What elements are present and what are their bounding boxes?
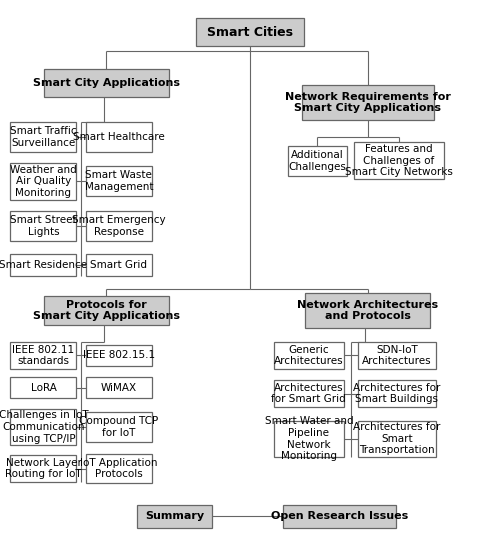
Bar	[274, 342, 343, 369]
Bar	[44, 69, 168, 97]
Text: Smart Cities: Smart Cities	[206, 26, 292, 39]
Text: Architectures
for Smart Grid: Architectures for Smart Grid	[271, 383, 346, 404]
Text: Smart City Applications: Smart City Applications	[33, 78, 180, 88]
Text: Network Requirements for
Smart City Applications: Network Requirements for Smart City Appl…	[284, 92, 450, 113]
Text: Summary: Summary	[144, 512, 204, 521]
Bar	[282, 504, 395, 529]
Text: Additional
Challenges: Additional Challenges	[288, 150, 346, 172]
Bar	[305, 293, 429, 328]
Bar	[11, 455, 76, 482]
Bar	[11, 122, 76, 152]
Bar	[11, 409, 76, 446]
Text: Smart Waste
Management: Smart Waste Management	[84, 170, 153, 192]
Bar	[358, 342, 435, 369]
Bar	[86, 167, 152, 196]
Text: Smart Street
Lights: Smart Street Lights	[10, 215, 77, 236]
Text: Smart Healthcare: Smart Healthcare	[73, 132, 165, 142]
Text: Compound TCP
for IoT: Compound TCP for IoT	[79, 416, 158, 438]
Text: LoRA: LoRA	[30, 383, 56, 393]
Bar	[353, 142, 443, 179]
Bar	[86, 122, 152, 152]
Bar	[11, 211, 76, 241]
Bar	[86, 377, 152, 398]
Bar	[86, 412, 152, 442]
Text: Network Layer
Routing for IoT: Network Layer Routing for IoT	[5, 458, 82, 479]
Bar	[195, 19, 303, 46]
Text: Architectures for
Smart
Transportation: Architectures for Smart Transportation	[353, 422, 440, 455]
Bar	[11, 163, 76, 200]
Bar	[86, 344, 152, 366]
Bar	[274, 421, 343, 457]
Bar	[11, 342, 76, 369]
Bar	[358, 380, 435, 407]
Text: IEEE 802.15.1: IEEE 802.15.1	[83, 350, 155, 360]
Text: Challenges in IoT
Communication
using TCP/IP: Challenges in IoT Communication using TC…	[0, 410, 88, 444]
Text: IoT Application
Protocols: IoT Application Protocols	[80, 458, 157, 479]
Bar	[301, 85, 433, 120]
Text: Smart Traffic
Surveillance: Smart Traffic Surveillance	[10, 126, 77, 148]
Bar	[86, 254, 152, 276]
Bar	[287, 146, 346, 175]
Bar	[44, 296, 168, 326]
Text: Smart Water and
Pipeline
Network
Monitoring: Smart Water and Pipeline Network Monitor…	[264, 416, 352, 461]
Text: Protocols for
Smart City Applications: Protocols for Smart City Applications	[33, 300, 180, 321]
Text: WiMAX: WiMAX	[101, 383, 137, 393]
Text: Network Architectures
and Protocols: Network Architectures and Protocols	[297, 300, 437, 321]
Bar	[136, 504, 212, 529]
Bar	[358, 421, 435, 457]
Bar	[86, 454, 152, 483]
Text: Smart Residence: Smart Residence	[0, 260, 87, 270]
Text: Architectures for
Smart Buildings: Architectures for Smart Buildings	[353, 383, 440, 404]
Bar	[86, 211, 152, 241]
Text: Features and
Challenges of
Smart City Networks: Features and Challenges of Smart City Ne…	[344, 144, 452, 177]
Bar	[11, 377, 76, 398]
Text: Smart Grid: Smart Grid	[90, 260, 147, 270]
Text: IEEE 802.11
standards: IEEE 802.11 standards	[12, 344, 74, 366]
Bar	[274, 380, 343, 407]
Text: Open Research Issues: Open Research Issues	[270, 512, 407, 521]
Text: Smart Emergency
Response: Smart Emergency Response	[72, 215, 165, 236]
Text: SDN-IoT
Architectures: SDN-IoT Architectures	[361, 344, 431, 366]
Text: Weather and
Air Quality
Monitoring: Weather and Air Quality Monitoring	[10, 164, 77, 198]
Bar	[11, 254, 76, 276]
Text: Generic
Architectures: Generic Architectures	[274, 344, 343, 366]
